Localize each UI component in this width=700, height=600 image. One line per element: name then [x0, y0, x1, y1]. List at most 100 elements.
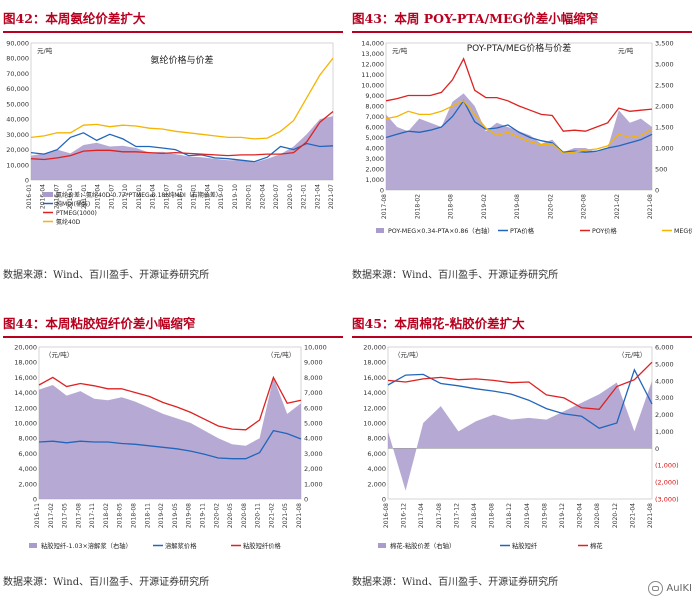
- y-tick-left: 14,000: [361, 40, 384, 48]
- y-tick-left: 30,000: [6, 131, 29, 139]
- y-tick-left: 11,000: [361, 71, 384, 79]
- y-tick-right: 10,000: [304, 344, 327, 352]
- y-tick-left: 4,000: [367, 465, 386, 473]
- y-tick-right: 3,500: [655, 40, 674, 48]
- x-tick: 2020-12: [612, 503, 619, 528]
- y-tick-right: 8,000: [304, 374, 323, 382]
- y-tick-left: 20,000: [14, 344, 37, 352]
- legend-label: PTMEG(1000): [56, 210, 97, 217]
- y-tick-left: 6,000: [367, 450, 386, 458]
- x-tick: 2021-05: [282, 503, 289, 528]
- legend-label: 棉花: [590, 541, 603, 550]
- unit-left: （元/吨）: [394, 350, 422, 359]
- x-tick: 2021-08: [647, 194, 654, 219]
- x-tick: 2018-11: [144, 503, 151, 528]
- x-tick: 2020-01: [246, 184, 253, 209]
- y-tick-left: 7,000: [365, 113, 384, 121]
- panel-spandex: 图42：本周氨纶价差扩大 0 10,000 20,000 30,000 40,000 50…: [3, 8, 343, 288]
- chart-title: 氨纶价格与价差: [150, 54, 213, 66]
- x-tick: 2019-07: [218, 184, 225, 209]
- y-tick-left: 13,000: [361, 50, 384, 58]
- watermark-text: AuIKI: [666, 583, 692, 594]
- x-tick: 2021-08: [296, 503, 303, 528]
- title-rule: [3, 31, 343, 33]
- y-tick-left: 8,000: [367, 435, 386, 443]
- line-series-3: [385, 99, 653, 154]
- chart-title: POY-PTA/MEG价格与价差: [467, 42, 572, 54]
- x-tick: 2019-10: [232, 184, 239, 209]
- legend-label: POY-MEG×0.34-PTA×0.86（右轴）: [388, 226, 494, 235]
- y-tick-left: 8,000: [365, 103, 384, 111]
- y-tick-right: 2,000: [655, 411, 674, 419]
- x-tick: 2021-02: [614, 194, 621, 219]
- y-tick-right: 1,000: [655, 145, 674, 153]
- y-tick-left: 0: [33, 496, 37, 504]
- x-tick: 2019-08: [186, 503, 193, 528]
- x-tick: 2017-08: [436, 503, 443, 528]
- x-tick: 2018-04: [150, 184, 157, 209]
- x-tick: 2018-07: [163, 184, 170, 209]
- line-series-2: [30, 110, 334, 161]
- x-tick: 2018-01: [136, 184, 143, 209]
- panel-title: 图42：本周氨纶价差扩大: [3, 11, 146, 26]
- legend-label: 氨纶价差：氨纶40D-0.77*PTMEG-0.18*纯MDI（右期价差）: [56, 191, 222, 199]
- y-tick-left: 12,000: [361, 61, 384, 69]
- line-series-2: [385, 57, 653, 132]
- chart-spandex: 0 10,000 20,000 30,000 40,000 50,000 60,000 70,…: [6, 40, 335, 227]
- x-tick: 2020-04: [577, 503, 584, 528]
- y-tick-right: (2,000): [655, 479, 679, 487]
- y-tick-left: 40,000: [6, 116, 29, 124]
- x-tick: 2018-08: [489, 503, 496, 528]
- y-tick-right: (3,000): [655, 496, 679, 504]
- y-tick-left: 18,000: [14, 359, 37, 367]
- x-tick: 2016-10: [67, 184, 74, 209]
- legend-label: 粘胶短纤价格: [243, 541, 281, 550]
- y-tick-left: 70,000: [6, 70, 29, 78]
- x-tick: 2017-10: [122, 184, 129, 209]
- y-tick-left: 1,000: [365, 176, 384, 184]
- legend-swatch: [43, 192, 53, 197]
- y-tick-right: 3,000: [304, 450, 323, 458]
- x-tick: 2016-12: [401, 503, 408, 528]
- x-tick: 2020-08: [594, 503, 601, 528]
- panel-viscose: 图44：本周粘胶短纤价差小幅缩窄 0 2,000 4,000 6,000 8,000 10…: [3, 313, 343, 598]
- legend-label: MEG价格: [674, 226, 692, 235]
- y-tick-left: 60,000: [6, 85, 29, 93]
- x-tick: 2020-05: [227, 503, 234, 528]
- x-tick: 2018-05: [117, 503, 124, 528]
- x-tick: 2019-01: [191, 184, 198, 209]
- y-tick-right: 0: [304, 496, 308, 504]
- line-series-1: [38, 429, 302, 460]
- x-tick: 2021-02: [268, 503, 275, 528]
- unit-right: 元/吨: [618, 46, 634, 55]
- y-tick-left: 20,000: [363, 344, 386, 352]
- x-tick: 2018-02: [414, 194, 421, 219]
- legend-label: 纯MDI(桶装): [56, 200, 90, 208]
- y-tick-right: 1,500: [655, 124, 674, 132]
- y-tick-left: 10,000: [6, 161, 29, 169]
- x-tick: 2021-07: [328, 184, 335, 209]
- line-series-1: [385, 99, 653, 153]
- panel-cotton: 图45：本周棉花-粘胶价差扩大 0 2,000 4,000 6,000 8,000 10,…: [352, 313, 692, 598]
- x-tick: 2019-02: [158, 503, 165, 528]
- legend-swatch: [29, 543, 37, 548]
- y-tick-right: 1,000: [304, 480, 323, 488]
- x-tick: 2017-02: [48, 503, 55, 528]
- y-tick-left: 6,000: [18, 450, 37, 458]
- x-tick: 2016-08: [383, 503, 390, 528]
- line-series-2: [387, 361, 653, 410]
- y-tick-right: 1,000: [655, 428, 674, 436]
- line-series-1: [387, 368, 653, 430]
- y-tick-left: 12,000: [14, 404, 37, 412]
- y-tick-left: 12,000: [363, 404, 386, 412]
- title-rule: [3, 336, 343, 338]
- y-tick-left: 10,000: [14, 420, 37, 428]
- title-rule: [352, 31, 692, 33]
- x-tick: 2017-11: [89, 503, 96, 528]
- x-tick: 2020-11: [255, 503, 262, 528]
- x-tick: 2017-04: [95, 184, 102, 209]
- source-note: 数据来源：Wind、百川盈手、开源证券研究所: [352, 577, 559, 588]
- y-tick-right: 5,000: [304, 420, 323, 428]
- y-tick-left: 4,000: [18, 465, 37, 473]
- y-tick-left: 2,000: [18, 480, 37, 488]
